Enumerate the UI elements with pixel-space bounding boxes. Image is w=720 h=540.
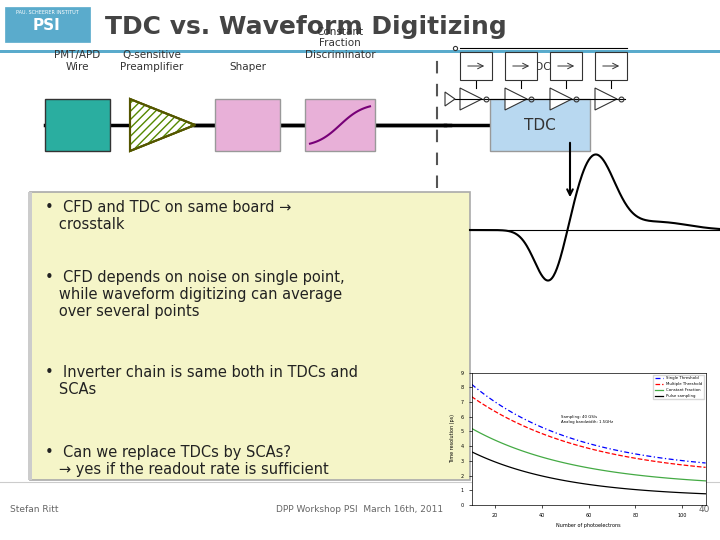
Constant Fraction <box>701 478 710 484</box>
Text: 40: 40 <box>698 505 710 515</box>
Constant Fraction <box>512 446 521 452</box>
Pulse sampling <box>522 469 531 475</box>
Text: Q-sensitive
Preamplifier: Q-sensitive Preamplifier <box>120 50 184 72</box>
Multiple Threshold <box>683 462 691 469</box>
Single Threshold <box>607 446 616 453</box>
Multiple Threshold <box>512 420 521 426</box>
Pulse sampling <box>588 482 596 488</box>
Multiple Threshold <box>701 464 710 470</box>
Multiple Threshold <box>588 446 596 453</box>
Line: Multiple Threshold: Multiple Threshold <box>472 396 706 467</box>
Constant Fraction <box>522 449 531 455</box>
Single Threshold <box>683 458 691 464</box>
Single Threshold <box>512 411 521 418</box>
Text: crosstalk: crosstalk <box>45 217 125 232</box>
Text: •  CFD and TDC on same board →: • CFD and TDC on same board → <box>45 200 292 215</box>
Text: Stefan Ritt: Stefan Ritt <box>10 505 58 515</box>
Multiple Threshold <box>690 463 698 469</box>
Bar <box>215 99 280 151</box>
Text: TDC: TDC <box>524 118 556 132</box>
Bar <box>595 52 627 80</box>
Constant Fraction <box>588 465 596 472</box>
Text: over several points: over several points <box>45 304 199 319</box>
Pulse sampling <box>512 466 521 472</box>
Pulse sampling <box>467 449 476 455</box>
Text: TDC vs. Waveform Digitizing: TDC vs. Waveform Digitizing <box>105 15 507 39</box>
Bar <box>5 7 90 42</box>
Pulse sampling <box>607 484 616 490</box>
Bar <box>550 52 582 80</box>
Text: •  CFD depends on noise on single point,: • CFD depends on noise on single point, <box>45 270 345 285</box>
Polygon shape <box>595 88 617 110</box>
Text: Constant
Fraction
Discriminator: Constant Fraction Discriminator <box>305 27 375 60</box>
Pulse sampling <box>683 490 691 496</box>
Bar <box>490 99 590 151</box>
Multiple Threshold <box>522 424 531 430</box>
Text: while waveform digitizing can average: while waveform digitizing can average <box>45 287 342 302</box>
Polygon shape <box>130 99 195 151</box>
Bar <box>460 52 492 80</box>
Text: Shaper: Shaper <box>229 62 266 72</box>
Text: → yes if the readout rate is sufficient: → yes if the readout rate is sufficient <box>45 462 329 477</box>
Polygon shape <box>445 92 455 106</box>
Bar <box>505 52 537 80</box>
Constant Fraction <box>607 468 616 475</box>
Line: Single Threshold: Single Threshold <box>472 384 706 463</box>
Single Threshold <box>522 417 531 423</box>
Text: TDC: TDC <box>529 62 551 72</box>
Pulse sampling <box>690 490 698 496</box>
Polygon shape <box>460 88 482 110</box>
Multiple Threshold <box>607 450 616 457</box>
X-axis label: Number of photoelectrons: Number of photoelectrons <box>557 523 621 528</box>
Bar <box>305 99 375 151</box>
Text: DPP Workshop PSI  March 16th, 2011: DPP Workshop PSI March 16th, 2011 <box>276 505 444 515</box>
Constant Fraction <box>467 425 476 431</box>
Polygon shape <box>505 88 527 110</box>
Text: PAU. SCHEERER INSTITUT: PAU. SCHEERER INSTITUT <box>16 10 78 15</box>
Text: PSI: PSI <box>33 17 61 32</box>
Bar <box>45 99 110 151</box>
Bar <box>0 0 720 50</box>
Text: •  Inverter chain is same both in TDCs and: • Inverter chain is same both in TDCs an… <box>45 365 358 380</box>
Legend: Single Threshold, Multiple Threshold, Constant Fraction, Pulse sampling: Single Threshold, Multiple Threshold, Co… <box>654 375 703 400</box>
Pulse sampling <box>701 490 710 497</box>
Bar <box>30 192 470 480</box>
Text: •  Can we replace TDCs by SCAs?: • Can we replace TDCs by SCAs? <box>45 445 291 460</box>
Single Threshold <box>701 460 710 466</box>
Single Threshold <box>690 458 698 465</box>
Constant Fraction <box>683 476 691 483</box>
Bar <box>0 50 720 53</box>
Bar <box>0 482 720 540</box>
Bar <box>28 192 32 480</box>
Polygon shape <box>550 88 572 110</box>
Text: PMT/APD
Wire: PMT/APD Wire <box>55 50 101 72</box>
Line: Constant Fraction: Constant Fraction <box>472 428 706 481</box>
Text: SCAs: SCAs <box>45 382 96 397</box>
Y-axis label: Time resolution (ps): Time resolution (ps) <box>450 414 455 463</box>
Multiple Threshold <box>467 393 476 400</box>
Single Threshold <box>467 381 476 388</box>
Line: Pulse sampling: Pulse sampling <box>472 452 706 494</box>
Constant Fraction <box>690 477 698 483</box>
Text: Sampling: 40 GS/s
Analog bandwidth: 1.5GHz: Sampling: 40 GS/s Analog bandwidth: 1.5G… <box>560 415 613 423</box>
Single Threshold <box>588 441 596 448</box>
